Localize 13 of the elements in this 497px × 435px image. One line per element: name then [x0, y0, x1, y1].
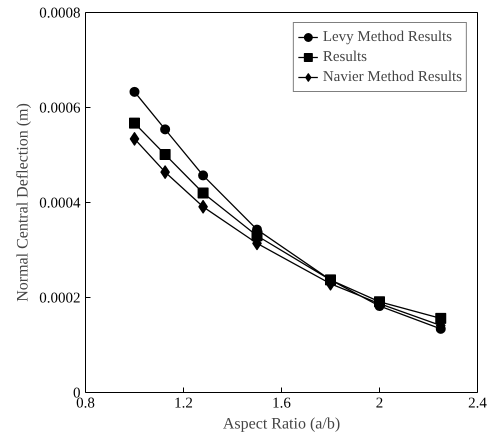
- x-tick-label: 2: [376, 396, 384, 412]
- y-tick-label: 0.0006: [39, 100, 81, 116]
- x-axis-title: Aspect Ratio (a/b): [222, 416, 340, 432]
- y-tick-label: 0.0004: [39, 196, 81, 212]
- legend-label: Results: [322, 48, 368, 66]
- legend-label: Navier Method Results: [322, 68, 462, 86]
- y-tick-label: 0.0008: [39, 6, 80, 22]
- y-axis-title: Normal Central Deflection (m): [14, 103, 32, 302]
- legend-label: Levy Method Results: [322, 28, 452, 46]
- x-tick-label: 1.6: [272, 396, 292, 412]
- x-tick-label: 2.4: [468, 396, 488, 412]
- x-tick-label: 1.2: [174, 396, 193, 412]
- y-tick-label: 0.0002: [39, 290, 80, 306]
